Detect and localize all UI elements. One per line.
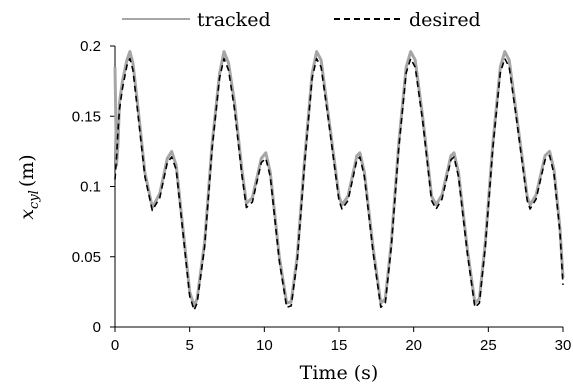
y-tick-label: 0.05 [72, 249, 101, 266]
x-tick-label: 15 [331, 337, 348, 354]
series-line-tracked [113, 50, 565, 308]
x-axis-title: Time (s) [300, 362, 379, 384]
series-line-desired [114, 57, 564, 311]
series-layer [113, 50, 565, 311]
y-tick-label: 0 [93, 319, 101, 336]
legend-label-desired: desired [409, 9, 481, 31]
y-tick-label: 0.2 [80, 38, 101, 55]
x-ticks: 0 5 10 15 20 25 30 [111, 327, 572, 354]
svg-text:xcyl(m): xcyl (m) [16, 154, 42, 219]
x-tick-label: 0 [111, 337, 119, 354]
y-axis-title-main: x [16, 209, 38, 220]
x-tick-label: 25 [480, 337, 497, 354]
x-tick-label: 10 [256, 337, 273, 354]
y-axis-title-sub: cyl [27, 190, 42, 209]
x-tick-label: 5 [185, 337, 193, 354]
y-tick-label: 0.1 [80, 179, 101, 196]
y-axis-title-unit: (m) [16, 154, 38, 187]
legend: tracked desired [122, 9, 481, 31]
legend-label-tracked: tracked [197, 9, 271, 31]
x-tick-label: 20 [405, 337, 422, 354]
x-tick-label: 30 [555, 337, 572, 354]
y-axis-title: xcyl (m) [16, 154, 42, 219]
y-ticks: 0 0.05 0.1 0.15 0.2 [72, 38, 115, 336]
y-tick-label: 0.15 [72, 108, 101, 125]
